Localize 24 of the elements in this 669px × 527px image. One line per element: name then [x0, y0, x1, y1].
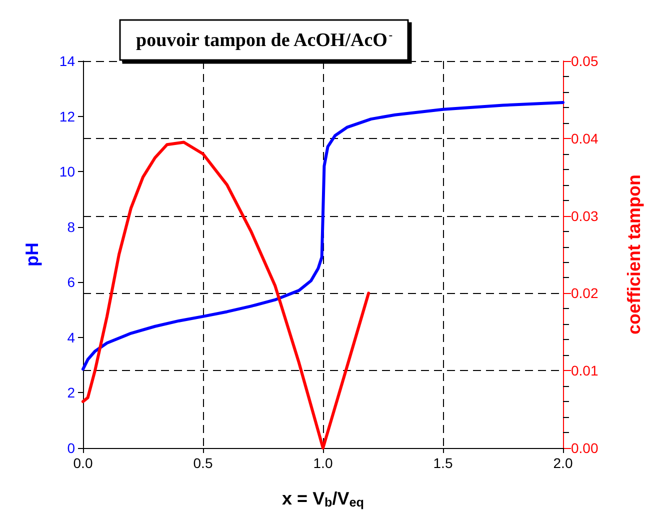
x-tick-label: 0.5 [193, 455, 213, 471]
y-tick-label: 12 [59, 108, 76, 124]
y-tick-label: 4 [67, 329, 76, 346]
y-tick-label: 0 [67, 440, 76, 456]
line-series [82, 100, 564, 371]
y2-tick-label: 0.00 [571, 440, 598, 456]
chart-title: pouvoir tampon de AcOH/AcO- [136, 30, 393, 51]
y2-tick-label: 0.04 [571, 130, 598, 146]
y2-tick-label: 0.02 [571, 285, 598, 302]
y-tick-label: 2 [67, 384, 76, 401]
line-series [82, 140, 370, 450]
y2-tick-label: 0.05 [571, 53, 598, 69]
x-tick-label: 1.0 [313, 455, 333, 471]
y2-tick-label: 0.03 [571, 208, 598, 224]
y-tick-label: 8 [67, 218, 76, 235]
x-tick-label: 0.0 [73, 455, 93, 471]
y-axis-title: pH [22, 242, 42, 266]
y-tick-label: 6 [67, 274, 76, 290]
y2-tick-label: 0.01 [571, 362, 598, 379]
y-tick-label: 10 [59, 164, 76, 180]
y-tick-label: 14 [59, 53, 76, 69]
x-tick-label: 1.5 [433, 455, 453, 471]
y2-axis-title: coefficient tampon [624, 174, 644, 335]
x-tick-label: 2.0 [553, 455, 573, 471]
